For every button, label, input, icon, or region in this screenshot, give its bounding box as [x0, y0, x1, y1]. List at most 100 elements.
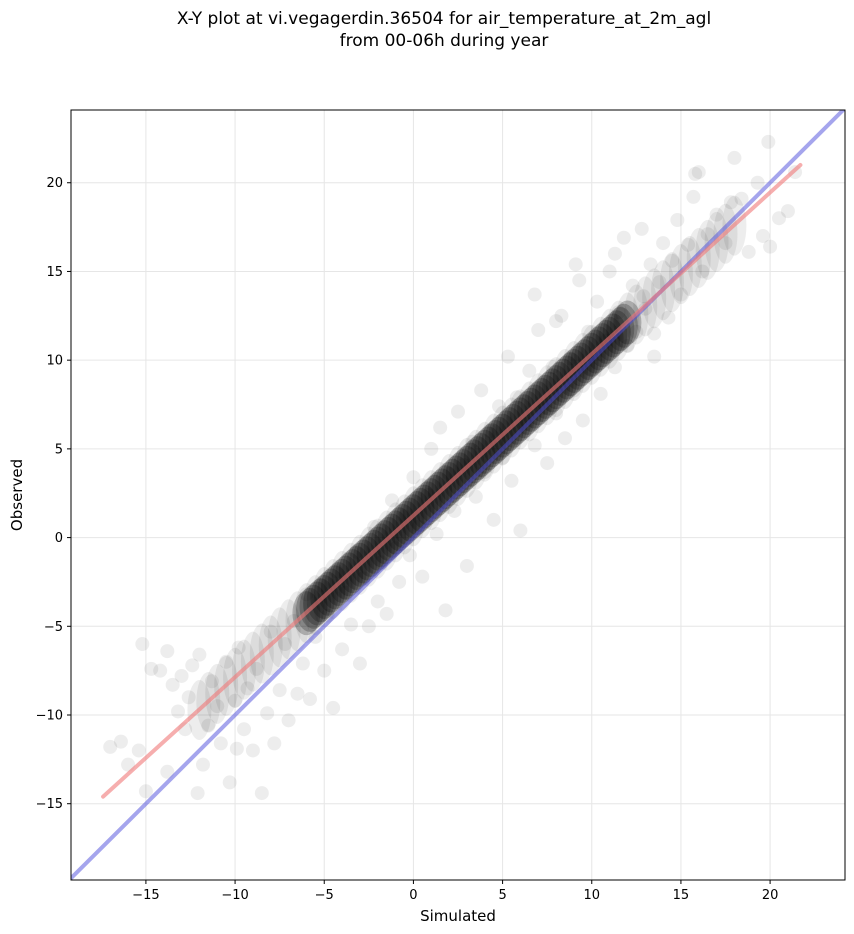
data-point [249, 661, 264, 676]
data-point [468, 489, 483, 504]
data-point [763, 239, 778, 254]
data-point [563, 351, 578, 366]
data-point [629, 324, 644, 339]
data-point [281, 713, 296, 728]
data-point [229, 741, 244, 756]
data-point [780, 204, 795, 219]
data-point [131, 743, 146, 758]
chart-title-line-1: X-Y plot at vi.vegagerdin.36504 for air_… [176, 9, 712, 29]
data-point [681, 237, 696, 252]
data-point [295, 656, 310, 671]
data-point [607, 246, 622, 261]
data-point [647, 326, 662, 341]
data-point [195, 757, 210, 772]
data-point [652, 275, 667, 290]
chart-title-line-2: from 00-06h during year [339, 31, 549, 51]
data-point [695, 264, 710, 279]
data-point [302, 692, 317, 707]
data-point [647, 349, 662, 364]
y-tick-label: −10 [36, 709, 63, 724]
data-point [254, 786, 269, 801]
data-point [625, 278, 640, 293]
x-tick-label: −10 [221, 888, 248, 903]
data-point [718, 236, 733, 251]
data-point [572, 273, 587, 288]
data-point [260, 706, 275, 721]
data-point [201, 718, 216, 733]
data-point [379, 606, 394, 621]
data-point [402, 548, 417, 563]
data-point [361, 619, 376, 634]
data-point [549, 406, 564, 421]
y-axis-label: Observed [8, 459, 26, 531]
data-point [385, 493, 400, 508]
reference-line [71, 110, 845, 880]
data-point [245, 743, 260, 758]
data-point [236, 722, 251, 737]
data-point [509, 390, 524, 405]
data-point [558, 431, 573, 446]
y-tick-label: −5 [44, 620, 63, 635]
data-point [568, 257, 583, 272]
y-tick-label: 10 [46, 354, 63, 369]
y-tick-label: 0 [55, 531, 63, 546]
data-point [566, 383, 581, 398]
data-point [222, 775, 237, 790]
data-point [465, 434, 480, 449]
data-point [575, 413, 590, 428]
data-point [438, 603, 453, 618]
x-tick-label: 0 [409, 888, 417, 903]
data-point [181, 690, 196, 705]
data-point [531, 323, 546, 337]
data-point [554, 308, 569, 323]
data-point [688, 166, 703, 181]
y-tick-label: −15 [36, 797, 63, 812]
data-point [352, 656, 367, 671]
data-point [620, 338, 635, 353]
x-tick-label: −5 [315, 888, 334, 903]
data-point [483, 424, 498, 439]
data-point [686, 189, 701, 204]
data-point [734, 191, 749, 206]
data-point [338, 585, 353, 600]
data-point [634, 221, 649, 236]
data-point [474, 383, 489, 398]
data-point [313, 578, 328, 593]
data-point [329, 564, 344, 579]
fit-line [101, 163, 803, 799]
data-point [581, 324, 596, 339]
x-tick-label: 20 [762, 888, 779, 903]
data-point [103, 739, 118, 754]
data-point [611, 305, 626, 320]
data-point [272, 683, 287, 698]
data-point [616, 230, 631, 245]
data-point [349, 544, 364, 559]
data-point [392, 574, 407, 589]
data-point [522, 363, 537, 378]
data-point [527, 438, 542, 453]
data-point [656, 236, 671, 251]
data-point [263, 624, 278, 639]
data-point [190, 786, 205, 801]
x-tick-label: 15 [673, 888, 690, 903]
data-point [210, 699, 225, 714]
data-point [267, 736, 282, 751]
axis-ticks: −15 −10 −5 0 5 10 15 20 −15 −10 −5 0 5 10 15 20 [36, 176, 779, 903]
data-point [459, 558, 474, 573]
data-point [504, 473, 519, 488]
data-point [138, 784, 153, 799]
x-tick-label: 10 [583, 888, 600, 903]
data-point [335, 642, 350, 657]
data-point [755, 228, 770, 243]
data-point [370, 594, 385, 609]
data-point [406, 470, 421, 485]
data-point [670, 213, 685, 227]
plot-frame [70, 109, 846, 881]
data-point [527, 287, 542, 302]
data-point [590, 294, 605, 309]
data-point [447, 503, 462, 518]
data-point [113, 734, 128, 749]
data-point [160, 644, 175, 659]
grid [71, 110, 845, 880]
